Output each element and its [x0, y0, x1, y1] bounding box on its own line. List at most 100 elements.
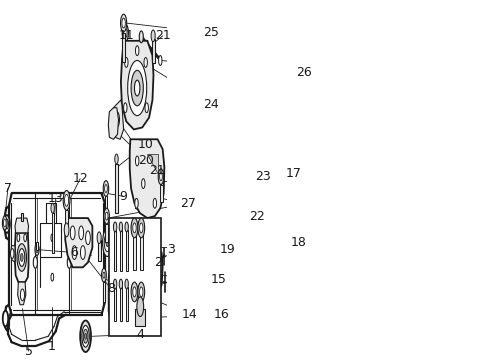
Text: 6: 6 [70, 246, 78, 259]
Text: 22: 22 [248, 210, 264, 222]
Bar [120, 230, 122, 271]
Circle shape [72, 246, 77, 260]
Text: 4: 4 [136, 328, 144, 341]
Circle shape [33, 256, 37, 268]
Text: 3: 3 [166, 243, 174, 256]
Bar [160, 185, 163, 202]
Circle shape [64, 223, 69, 237]
Circle shape [142, 179, 145, 189]
Polygon shape [108, 269, 139, 319]
Circle shape [81, 325, 89, 347]
Circle shape [118, 278, 127, 306]
Circle shape [4, 215, 10, 233]
Polygon shape [65, 218, 92, 267]
Circle shape [153, 198, 156, 208]
Circle shape [51, 234, 54, 242]
Circle shape [131, 218, 138, 238]
Bar [115, 164, 118, 213]
Polygon shape [143, 248, 163, 295]
Circle shape [119, 222, 122, 232]
Circle shape [70, 226, 75, 240]
Circle shape [123, 103, 127, 113]
Circle shape [135, 198, 138, 208]
Circle shape [139, 31, 143, 43]
Circle shape [3, 311, 8, 327]
Circle shape [102, 229, 112, 256]
Circle shape [115, 270, 130, 314]
Text: 19: 19 [219, 243, 235, 256]
Circle shape [143, 58, 147, 67]
Circle shape [135, 46, 139, 55]
Circle shape [103, 181, 108, 197]
Circle shape [19, 249, 25, 266]
Polygon shape [147, 154, 158, 174]
Circle shape [134, 80, 140, 96]
Circle shape [131, 70, 143, 106]
Polygon shape [129, 139, 164, 218]
Circle shape [148, 257, 153, 273]
Polygon shape [121, 41, 153, 130]
Circle shape [121, 285, 125, 299]
Circle shape [36, 247, 38, 253]
Text: 11: 11 [119, 30, 135, 42]
Bar [52, 213, 54, 253]
Circle shape [121, 14, 126, 32]
Bar [133, 233, 136, 270]
Circle shape [35, 244, 39, 256]
Text: 27: 27 [180, 197, 196, 210]
Circle shape [113, 222, 117, 232]
Polygon shape [11, 246, 15, 262]
Bar [125, 230, 127, 271]
Text: 9: 9 [120, 190, 127, 203]
Text: 17: 17 [285, 167, 302, 180]
Text: 25: 25 [203, 26, 219, 39]
Text: 24: 24 [203, 98, 219, 111]
Circle shape [145, 103, 148, 113]
Circle shape [5, 219, 8, 229]
Circle shape [51, 203, 54, 213]
Bar [36, 242, 38, 249]
Bar [125, 287, 127, 321]
Text: 20: 20 [138, 154, 153, 167]
Circle shape [138, 218, 144, 238]
Circle shape [104, 185, 107, 193]
Circle shape [81, 246, 85, 260]
Circle shape [158, 55, 162, 66]
Circle shape [105, 212, 108, 220]
Circle shape [139, 287, 142, 297]
Bar [98, 240, 101, 261]
Circle shape [84, 333, 86, 339]
Text: 21: 21 [155, 30, 170, 42]
Circle shape [83, 329, 88, 343]
Circle shape [155, 264, 159, 275]
Circle shape [137, 297, 143, 316]
Text: 12: 12 [72, 172, 88, 185]
Circle shape [119, 279, 122, 289]
Bar [102, 282, 105, 302]
Circle shape [131, 282, 138, 302]
Bar [114, 287, 116, 321]
Circle shape [104, 208, 109, 224]
Circle shape [80, 320, 91, 352]
Circle shape [158, 169, 163, 185]
Circle shape [133, 287, 136, 297]
Text: 10: 10 [138, 138, 154, 151]
Circle shape [151, 30, 155, 42]
Circle shape [122, 24, 128, 42]
Circle shape [11, 249, 14, 258]
Bar [125, 279, 128, 294]
Bar [65, 210, 68, 228]
Text: 5: 5 [24, 345, 33, 357]
Circle shape [138, 282, 144, 302]
Text: 16: 16 [213, 308, 229, 321]
Bar [105, 224, 108, 242]
Circle shape [64, 194, 68, 206]
Circle shape [24, 234, 26, 242]
Text: 26: 26 [296, 66, 311, 79]
Circle shape [51, 273, 54, 281]
Circle shape [115, 154, 118, 164]
Bar [120, 287, 122, 321]
Bar [140, 233, 142, 270]
Circle shape [133, 223, 136, 233]
Circle shape [159, 173, 162, 181]
